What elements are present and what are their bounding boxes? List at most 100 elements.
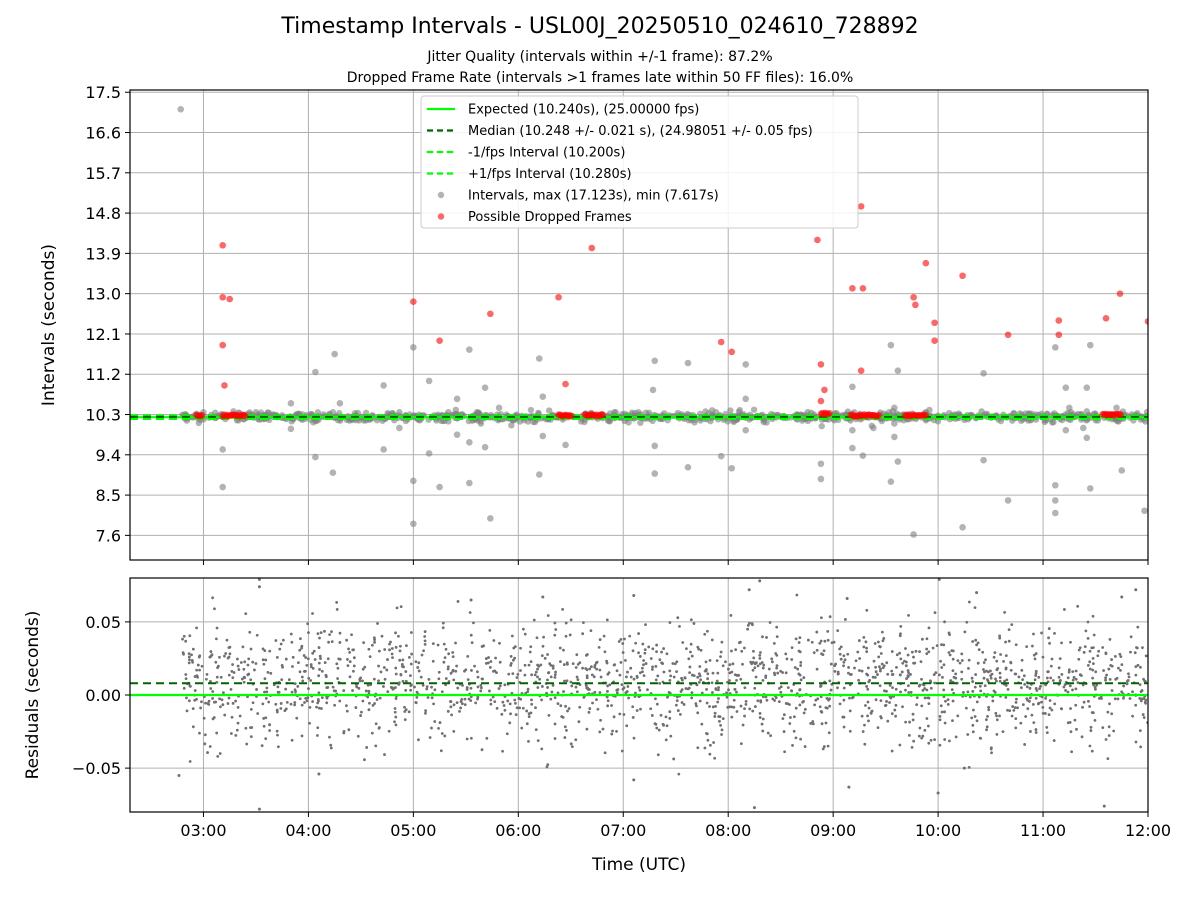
residual-point: [756, 699, 760, 703]
interval-point: [891, 420, 898, 427]
residual-point: [466, 678, 470, 682]
residual-point: [1010, 623, 1014, 627]
interval-point: [742, 426, 749, 434]
residual-point: [480, 748, 484, 752]
residual-point: [842, 660, 846, 664]
residual-point: [634, 691, 637, 695]
interval-point: [539, 393, 547, 400]
residual-point: [1092, 633, 1096, 637]
interval-point: [329, 408, 337, 416]
residual-point: [1120, 690, 1124, 694]
residual-point: [694, 702, 698, 706]
residual-point: [220, 698, 224, 702]
residual-point: [803, 707, 807, 711]
residual-point: [977, 695, 981, 699]
residual-point: [263, 690, 266, 694]
residual-point: [1031, 702, 1035, 706]
residual-point: [1033, 657, 1037, 661]
residual-point: [574, 738, 578, 742]
residual-point: [909, 690, 913, 694]
residual-point: [1134, 588, 1138, 592]
residual-point: [249, 647, 253, 651]
residual-point: [364, 689, 368, 693]
interval-point: [651, 470, 659, 477]
residual-point: [1026, 707, 1030, 711]
interval-point: [1083, 434, 1091, 442]
residual-point: [547, 671, 551, 674]
residual-point: [299, 637, 302, 641]
residual-point: [459, 706, 463, 710]
residual-point: [362, 641, 366, 645]
interval-point: [1079, 424, 1087, 432]
residual-point: [944, 699, 947, 703]
residual-point: [632, 736, 636, 740]
residual-point: [493, 700, 497, 704]
residual-point: [409, 631, 413, 634]
residual-point: [711, 671, 715, 675]
residual-point: [231, 663, 234, 666]
residual-point: [419, 675, 423, 679]
residual-point: [803, 745, 807, 748]
residual-point: [373, 640, 376, 644]
residual-point: [235, 728, 239, 732]
dropped-frame-point: [567, 412, 575, 420]
residual-point: [629, 666, 633, 670]
residual-point: [695, 704, 698, 708]
residual-point: [890, 673, 894, 677]
residual-point: [1057, 666, 1061, 670]
residual-point: [468, 611, 472, 614]
residual-point: [399, 673, 403, 677]
interval-point: [887, 478, 895, 485]
residual-point: [254, 662, 258, 665]
residual-point: [649, 707, 653, 711]
residual-point: [488, 629, 492, 632]
residual-point: [689, 650, 692, 654]
residual-point: [442, 642, 446, 646]
residual-point: [894, 714, 898, 718]
residual-point: [657, 728, 661, 732]
interval-point: [219, 446, 227, 453]
residual-point: [911, 712, 915, 716]
residual-point: [1022, 674, 1026, 678]
residual-point: [879, 652, 883, 655]
residual-point: [509, 663, 513, 667]
legend-entry-label: Intervals, max (17.123s), min (7.617s): [468, 189, 719, 204]
residual-point: [726, 705, 730, 709]
residual-point: [558, 646, 562, 650]
residual-point: [374, 744, 378, 748]
residual-point: [1037, 675, 1041, 679]
residual-point: [565, 679, 569, 683]
residual-point: [337, 657, 341, 661]
residual-point: [223, 654, 226, 658]
residual-point: [876, 673, 879, 676]
residual-point: [1075, 727, 1078, 731]
residual-point: [274, 702, 278, 706]
residual-point: [368, 655, 372, 659]
residual-point: [204, 701, 207, 705]
residual-point: [265, 690, 269, 694]
ax1-y-tick-label: 13.9: [85, 244, 121, 263]
residual-point: [291, 665, 294, 668]
residual-point: [1081, 705, 1084, 709]
residual-point: [638, 671, 642, 675]
residual-point: [424, 709, 428, 713]
residual-point: [425, 685, 429, 689]
interval-point: [728, 464, 736, 472]
interval-point: [1067, 408, 1075, 416]
dropped-frame-point: [221, 382, 228, 389]
interval-point: [870, 424, 877, 432]
residual-point: [1014, 717, 1018, 721]
residual-point: [826, 744, 830, 748]
residual-point: [621, 651, 625, 654]
residual-point: [865, 608, 869, 612]
residual-point: [1006, 708, 1009, 712]
residual-point: [269, 671, 273, 675]
residual-point: [781, 717, 785, 721]
residual-point: [507, 672, 511, 676]
residual-point: [554, 670, 557, 674]
residual-point: [214, 660, 218, 664]
residual-point: [401, 658, 405, 662]
interval-point: [849, 444, 856, 452]
residual-point: [331, 685, 335, 689]
dropped-frame-point: [219, 293, 227, 301]
